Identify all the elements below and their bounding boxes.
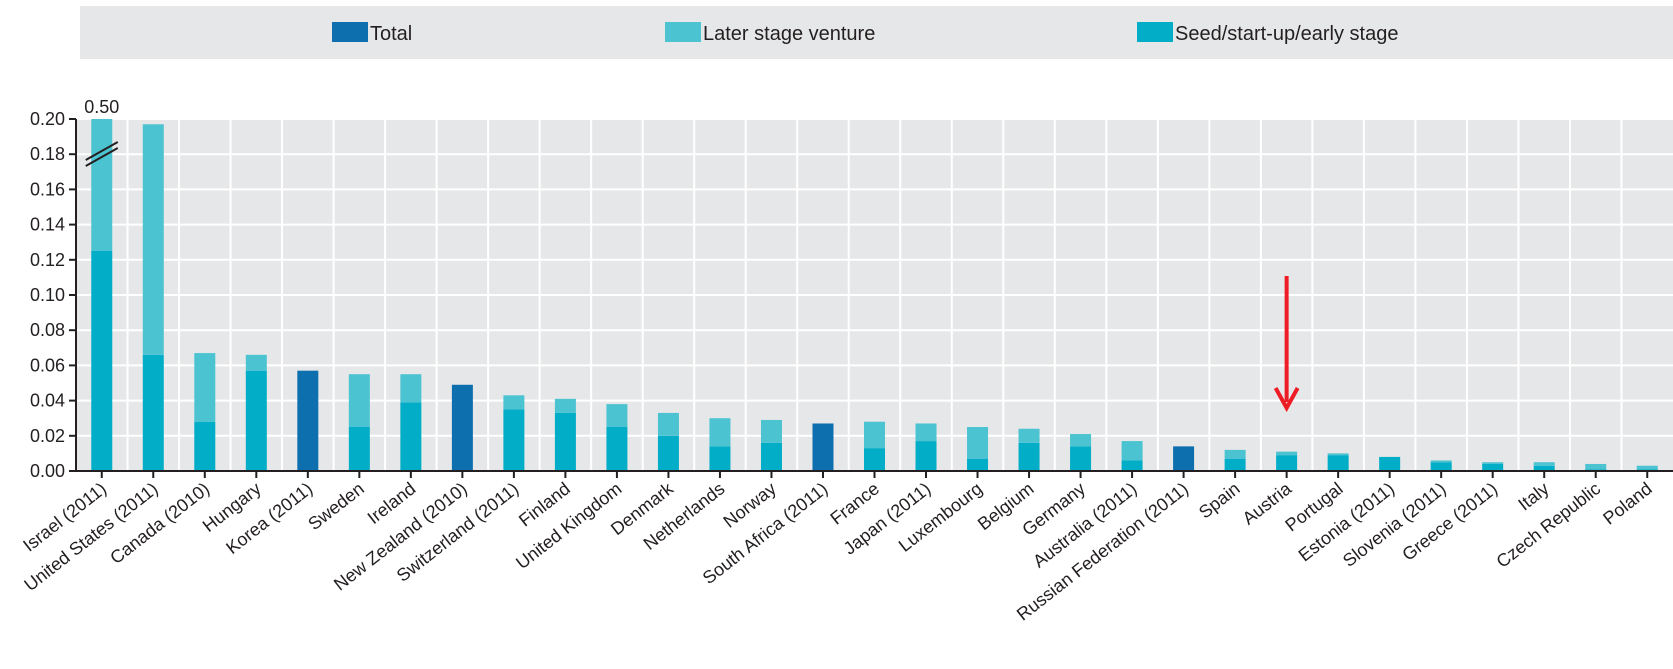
legend-label-seed: Seed/start-up/early stage — [1175, 23, 1398, 45]
bar-segment — [400, 374, 422, 403]
x-axis: Israel (2011)United States (2011)Canada … — [19, 470, 1673, 625]
legend-label-total: Total — [370, 23, 412, 45]
y-tick-label: 0.14 — [30, 215, 65, 235]
break-value-label: 0.50 — [84, 97, 119, 117]
bar-segment — [194, 421, 216, 471]
bar-segment — [1482, 462, 1504, 464]
bar-segment — [142, 124, 164, 355]
bar-segment — [245, 354, 267, 371]
legend-swatch-seed — [1137, 22, 1173, 42]
bar-segment — [1430, 462, 1452, 471]
bar-segment — [967, 427, 989, 459]
bar-segment — [915, 423, 937, 442]
bar-segment — [1533, 465, 1555, 471]
bar-segment — [709, 418, 731, 447]
bars — [91, 119, 1658, 471]
bar-segment — [709, 446, 731, 471]
bar-segment — [1379, 456, 1401, 471]
bar-segment — [657, 412, 679, 436]
bar-segment — [760, 419, 782, 443]
bar-segment — [915, 441, 937, 471]
y-tick-label: 0.16 — [30, 179, 65, 199]
bar-segment — [1430, 460, 1452, 463]
bar-segment — [142, 354, 164, 471]
bar-segment — [1018, 428, 1040, 443]
y-tick-label: 0.06 — [30, 355, 65, 375]
y-tick-label: 0.10 — [30, 285, 65, 305]
y-tick-label: 0.00 — [30, 461, 65, 481]
bar-segment — [1276, 455, 1298, 471]
bar-segment — [1482, 463, 1504, 471]
bar-segment — [1173, 446, 1195, 471]
bar-segment — [606, 404, 628, 427]
bar-segment — [1636, 465, 1658, 470]
y-tick-label: 0.18 — [30, 144, 65, 164]
bar-segment — [967, 458, 989, 471]
bar-segment — [1327, 455, 1349, 471]
bar-segment — [297, 370, 319, 471]
bar-segment — [1070, 446, 1092, 471]
bar-segment — [864, 421, 885, 449]
bar-segment — [1585, 463, 1607, 470]
bar-segment — [1121, 441, 1143, 461]
annotations: 0.50 — [84, 97, 1300, 413]
bar-segment — [1533, 462, 1555, 466]
y-axis: 0.00 0.02 0.04 0.06 0.08 0.10 0.12 0.14 0.16 0.18… — [30, 109, 77, 481]
bar-segment — [400, 402, 422, 471]
bar-segment — [503, 395, 525, 410]
legend: Total Later stage venture Seed/start-up/… — [80, 6, 1673, 59]
x-tick-label: Spain — [1195, 478, 1244, 522]
bar-segment — [864, 448, 885, 471]
y-tick-label: 0.12 — [30, 250, 65, 270]
legend-background — [80, 6, 1673, 59]
bar-segment — [1224, 458, 1246, 471]
bar-segment — [91, 119, 113, 251]
y-tick-label: 0.02 — [30, 426, 65, 446]
axis-break-icon — [85, 141, 119, 167]
bar-segment — [245, 370, 267, 471]
legend-swatch-total — [332, 22, 368, 42]
bar-segment — [760, 442, 782, 471]
x-tick-label: Italy — [1514, 478, 1552, 514]
x-tick-label: Sweden — [304, 478, 368, 534]
red-arrow-annotation — [1273, 276, 1300, 413]
y-tick-label: 0.20 — [30, 109, 65, 129]
bar-segment — [503, 409, 525, 471]
bar-segment — [554, 398, 576, 413]
gridlines — [76, 118, 1673, 471]
x-tick-label: Poland — [1599, 478, 1655, 528]
legend-swatch-later-stage — [665, 22, 701, 42]
bar-segment — [554, 412, 576, 471]
bar-segment — [1121, 460, 1143, 471]
y-tick-label: 0.04 — [30, 391, 65, 411]
bar-segment — [1276, 451, 1298, 456]
bar-segment — [1327, 453, 1349, 456]
bar-segment — [451, 384, 473, 471]
bar-segment — [812, 423, 834, 471]
legend-label-later-stage: Later stage venture — [703, 23, 875, 45]
bar-segment — [194, 353, 216, 422]
bar-segment — [1018, 442, 1040, 471]
bar-segment — [1070, 434, 1092, 447]
bar-segment — [1224, 449, 1246, 459]
bar-segment — [348, 427, 370, 471]
y-tick-label: 0.08 — [30, 320, 65, 340]
bar-segment — [348, 374, 370, 427]
bar-segment — [657, 435, 679, 471]
bar-segment — [606, 427, 628, 471]
bar-segment — [91, 251, 113, 471]
